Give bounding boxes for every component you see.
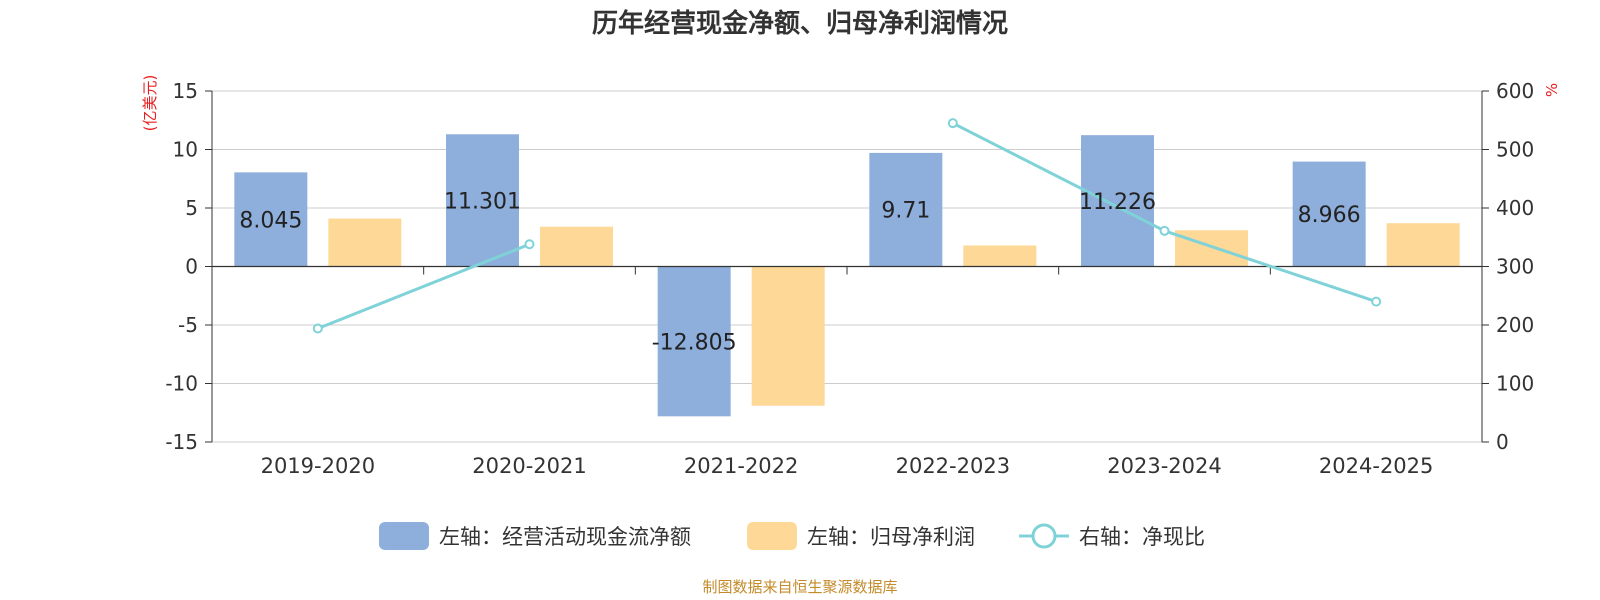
bar-cash[interactable] — [869, 152, 943, 267]
left-tick-label: 10 — [173, 138, 198, 162]
legend-swatch-profit[interactable] — [747, 522, 797, 550]
bar-cash[interactable] — [657, 266, 731, 417]
legend-label-ratio[interactable]: 右轴：净现比 — [1079, 525, 1205, 549]
bar-profit[interactable] — [1386, 223, 1460, 267]
ratio-line-series — [312, 118, 1382, 334]
bar-profit[interactable] — [328, 218, 402, 267]
x-tick-label: 2022-2023 — [896, 454, 1010, 478]
x-tick-label: 2021-2022 — [684, 454, 798, 478]
right-tick-label: 500 — [1496, 138, 1534, 162]
bar-cash[interactable] — [234, 172, 308, 267]
legend-label-cash[interactable]: 左轴：经营活动现金流净额 — [439, 525, 691, 549]
left-axis-unit: (亿美元) — [141, 75, 159, 132]
ratio-point[interactable] — [524, 239, 535, 250]
axes: 15 10 5 0 -5 -10 -15 600 500 400 300 200 100 0 2019-20… — [165, 79, 1534, 478]
data-label-cash: 11.226 — [1079, 190, 1156, 215]
bar-cash[interactable] — [1292, 161, 1366, 267]
bar-profit[interactable] — [540, 226, 613, 267]
left-tick-label: 15 — [173, 79, 198, 103]
left-tick-label: -15 — [165, 430, 198, 454]
bar-cash[interactable] — [446, 134, 519, 267]
right-axis-unit: % — [1543, 83, 1561, 97]
right-tick-label: 600 — [1496, 79, 1534, 103]
right-tick-label: 0 — [1496, 430, 1509, 454]
ratio-point[interactable] — [1371, 296, 1382, 307]
data-label-cash: 11.301 — [444, 189, 521, 214]
bar-cash[interactable] — [1081, 135, 1154, 267]
x-tick-label: 2019-2020 — [261, 454, 375, 478]
data-label-cash: -12.805 — [652, 330, 737, 355]
bar-profit[interactable] — [751, 266, 825, 406]
bar-profit[interactable] — [1175, 230, 1248, 267]
legend-swatch-ratio-marker[interactable] — [1031, 523, 1057, 549]
right-tick-label: 300 — [1496, 255, 1534, 279]
x-tick-label: 2023-2024 — [1107, 454, 1221, 478]
chart-title: 历年经营现金净额、归母净利润情况 — [592, 8, 1008, 39]
right-tick-label: 100 — [1496, 372, 1534, 396]
grid-lines — [212, 90, 1482, 443]
data-label-cash: 8.045 — [239, 208, 302, 233]
ratio-line — [317, 242, 531, 330]
left-tick-label: -10 — [165, 372, 198, 396]
left-tick-label: 5 — [185, 196, 198, 220]
bar-profit[interactable] — [963, 245, 1037, 267]
legend-label-profit[interactable]: 左轴：归母净利润 — [807, 525, 975, 549]
left-tick-label: 0 — [185, 255, 198, 279]
ratio-point[interactable] — [312, 323, 323, 334]
x-tick-label: 2024-2025 — [1319, 454, 1433, 478]
legend: 左轴：经营活动现金流净额 左轴：归母净利润 右轴：净现比 — [379, 522, 1205, 550]
x-tick-label: 2020-2021 — [472, 454, 586, 478]
data-labels: 8.045 11.301 -12.805 9.71 11.226 8.966 — [239, 189, 1360, 355]
legend-swatch-cash[interactable] — [379, 522, 429, 550]
right-tick-label: 200 — [1496, 313, 1534, 337]
right-tick-label: 400 — [1496, 196, 1534, 220]
source-note: 制图数据来自恒生聚源数据库 — [702, 578, 897, 596]
ratio-point[interactable] — [1159, 225, 1170, 236]
bar-series — [234, 134, 1460, 417]
data-label-cash: 8.966 — [1298, 203, 1361, 228]
ratio-point[interactable] — [947, 118, 958, 129]
data-label-cash: 9.71 — [881, 199, 930, 224]
left-tick-label: -5 — [178, 313, 198, 337]
